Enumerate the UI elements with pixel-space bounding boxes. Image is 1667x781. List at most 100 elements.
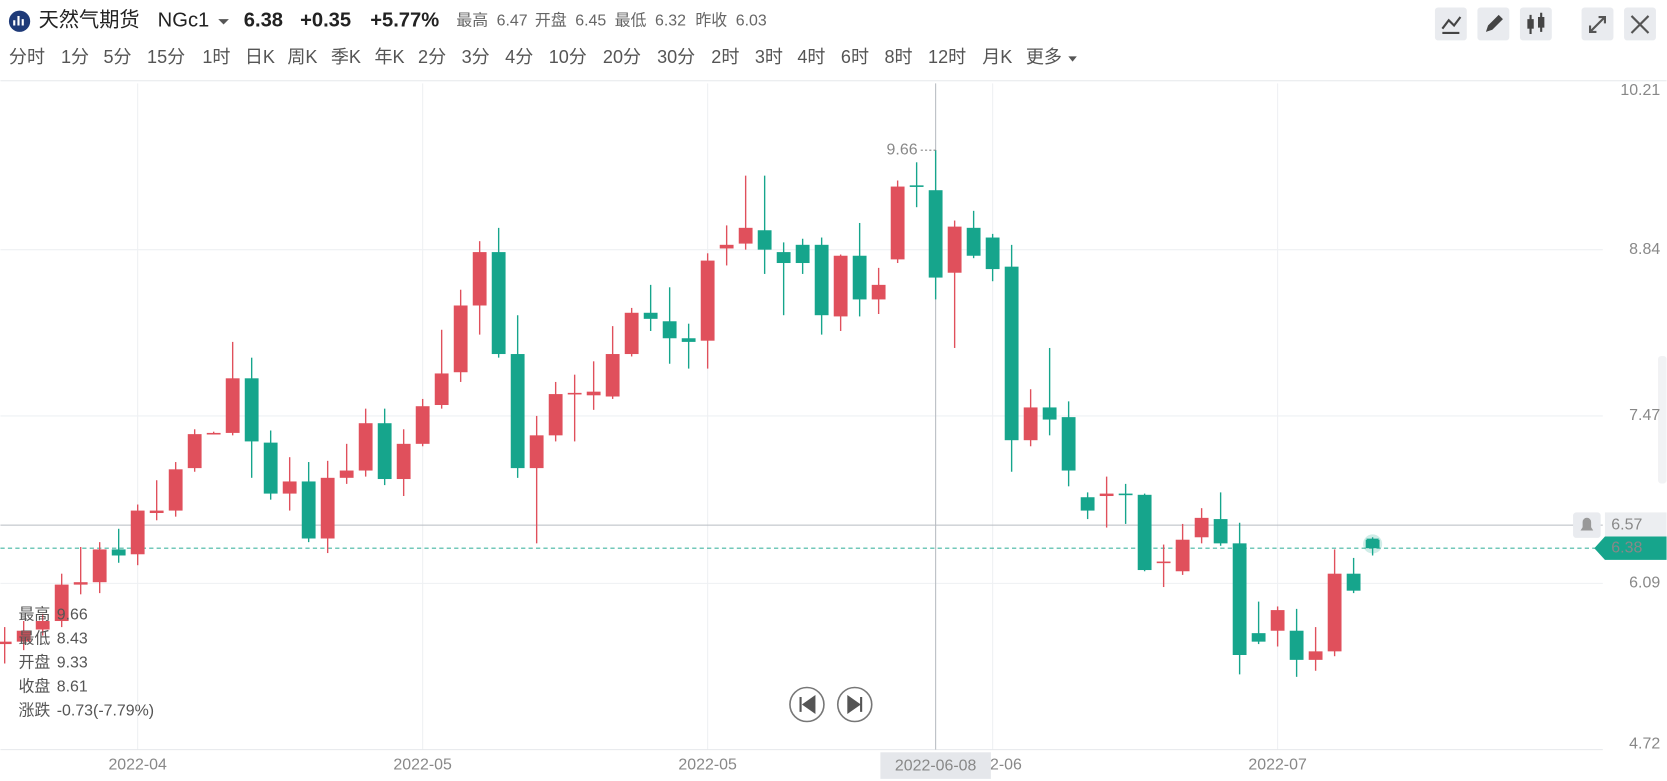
candle-body xyxy=(263,442,278,494)
candle-body xyxy=(358,423,373,471)
timeframe-tab[interactable]: 2分 xyxy=(418,47,446,67)
timeframe-tab[interactable]: 4分 xyxy=(505,47,533,67)
tooltip-value: 8.61 xyxy=(57,678,88,695)
candle-body xyxy=(947,226,962,273)
kline-style-body xyxy=(1527,19,1534,29)
candle-body xyxy=(168,469,183,511)
timeframe-tab[interactable]: 10分 xyxy=(549,47,587,67)
side-handle[interactable] xyxy=(1658,355,1667,484)
candle-body xyxy=(206,432,221,435)
live-marker xyxy=(1366,538,1379,549)
timeframe-tab[interactable]: 15分 xyxy=(147,47,185,67)
timeframe-tab[interactable]: 5分 xyxy=(104,47,132,67)
stat-label: 开盘 xyxy=(535,10,567,29)
candle-body xyxy=(605,354,620,397)
change-pct: +5.77% xyxy=(370,10,439,32)
y-tick-label: 6.09 xyxy=(1629,575,1660,592)
symbol-icon-bars xyxy=(13,15,24,26)
timeframe-tab[interactable]: 1时 xyxy=(202,47,230,67)
stat-value: 6.32 xyxy=(655,12,686,29)
timeframe-tab[interactable]: 日K xyxy=(245,47,275,67)
candle-body xyxy=(244,378,259,442)
candle-body xyxy=(776,252,791,264)
timeframe-tab[interactable]: 分时 xyxy=(9,47,45,67)
kline-style-body xyxy=(1537,17,1545,28)
timeframe-tab[interactable]: 2时 xyxy=(711,47,739,67)
stat-label: 最高 xyxy=(456,11,488,29)
candle-body xyxy=(1099,493,1114,497)
candle-body xyxy=(1118,493,1133,496)
price: 6.38 xyxy=(244,10,283,32)
crosshair-price-box xyxy=(1604,512,1667,538)
x-tick-label: 2022-07 xyxy=(1248,756,1307,773)
timeframe-tab[interactable]: 12时 xyxy=(928,47,966,67)
change: +0.35 xyxy=(300,10,351,32)
x-tick-label: 2022-05 xyxy=(678,756,737,773)
candle-body xyxy=(54,584,69,622)
timeframe-tab[interactable]: 3分 xyxy=(462,47,490,67)
tooltip-value: 9.33 xyxy=(57,654,88,671)
candle-body xyxy=(643,312,658,319)
candle-body xyxy=(339,470,354,478)
tooltip-label: 开盘 xyxy=(18,652,50,671)
candle-body xyxy=(396,443,411,480)
crosshair-date-box xyxy=(880,752,991,779)
y-tick-label: 10.21 xyxy=(1620,82,1660,99)
candle-body xyxy=(1175,539,1190,572)
candle-body xyxy=(567,392,582,395)
candle-body xyxy=(0,641,12,645)
candle-body xyxy=(1137,494,1152,571)
candle-body xyxy=(35,621,50,630)
candle-body xyxy=(1194,517,1209,538)
candle-body xyxy=(187,434,202,469)
fullscreen-icon xyxy=(1588,15,1606,33)
candle-body xyxy=(320,477,335,539)
alert-bell xyxy=(1580,517,1594,531)
timeframe-tab[interactable]: 4时 xyxy=(797,47,825,67)
candle-body xyxy=(1232,543,1247,655)
timeframe-tab[interactable]: 6时 xyxy=(841,47,869,67)
candle-body xyxy=(225,378,240,433)
timeframe-tab[interactable]: 季K xyxy=(331,47,361,67)
candle-body xyxy=(415,406,430,444)
candle-body xyxy=(1156,561,1171,564)
tooltip-value: 9.66 xyxy=(57,606,88,623)
tooltip-label: 最低 xyxy=(18,629,50,647)
timeframe-tab[interactable]: 1分 xyxy=(61,47,89,67)
candle-body xyxy=(738,227,753,244)
candle-body xyxy=(434,373,449,406)
symbol-caret[interactable] xyxy=(218,19,229,25)
symbol-name: 天然气期货 xyxy=(39,9,140,32)
candle-body xyxy=(852,255,867,300)
candle-body xyxy=(149,510,164,514)
symbol-code[interactable]: NGc1 xyxy=(158,10,210,32)
tooltip-label: 收盘 xyxy=(18,676,50,695)
timeframe-tab[interactable]: 20分 xyxy=(603,47,641,67)
candle-body xyxy=(111,549,126,556)
timeframe-tab[interactable]: 30分 xyxy=(657,47,695,67)
candle-body xyxy=(453,305,468,373)
last-price-label: 6.38 xyxy=(1611,539,1642,556)
candle-body xyxy=(662,321,677,339)
prev-icon xyxy=(799,695,816,714)
candle-body xyxy=(871,284,886,300)
indicator-button[interactable] xyxy=(1434,7,1467,41)
kline-style-button[interactable] xyxy=(1519,7,1552,41)
timeframe-tab[interactable]: 8时 xyxy=(885,47,913,67)
more-caret[interactable] xyxy=(1068,56,1077,62)
stat-label: 昨收 xyxy=(695,11,727,29)
candle-body xyxy=(1327,573,1342,652)
draw-icon xyxy=(1485,14,1503,32)
stat-label: 最低 xyxy=(615,11,647,29)
candle-body xyxy=(909,185,924,187)
timeframe-tab[interactable]: 周K xyxy=(287,47,317,67)
stat-value: 6.03 xyxy=(736,12,767,29)
timeframe-tab[interactable]: 月K xyxy=(982,47,1012,67)
timeframe-tab[interactable]: 3时 xyxy=(755,47,783,67)
next-icon xyxy=(847,695,863,714)
timeframe-tab[interactable]: 更多 xyxy=(1026,47,1062,67)
candle-body xyxy=(586,391,601,396)
candle-body xyxy=(529,435,544,469)
timeframe-tab[interactable]: 年K xyxy=(374,47,404,67)
candle-body xyxy=(301,481,316,539)
